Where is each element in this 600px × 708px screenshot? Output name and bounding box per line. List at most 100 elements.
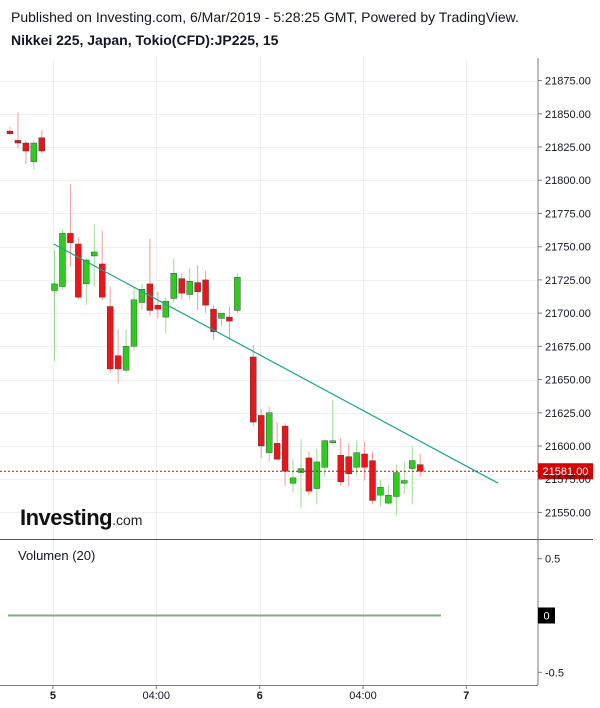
price-tick-label: 21800.00	[545, 175, 591, 187]
volume-tick-label: -0.5	[545, 667, 564, 679]
candle-down	[369, 451, 376, 505]
candle-up	[409, 445, 416, 505]
candle-down	[75, 237, 82, 299]
candle-down	[337, 438, 344, 486]
candle-body	[99, 263, 106, 298]
logo-brand: Investing	[20, 505, 113, 530]
candle-down	[99, 230, 106, 300]
candle-body	[385, 494, 392, 504]
price-tick-label: 21650.00	[545, 375, 591, 387]
candle-body	[91, 251, 98, 257]
candle-body	[122, 346, 130, 371]
candle-up	[30, 140, 38, 170]
candle-up	[51, 249, 58, 361]
candle-body	[361, 453, 368, 468]
candle-body	[210, 308, 217, 332]
candle-up	[91, 224, 98, 287]
candle-body	[258, 415, 265, 447]
candle-down	[22, 140, 30, 165]
candle-up	[329, 399, 336, 445]
volume-pane: 0.5 -0.5 0	[8, 554, 564, 679]
price-tick-label: 21825.00	[545, 142, 591, 154]
candle-body	[130, 299, 138, 347]
candle-down	[210, 305, 217, 340]
candle-up	[289, 459, 297, 493]
candle-up	[59, 229, 66, 290]
candle-up	[297, 439, 305, 509]
candle-body	[297, 468, 305, 473]
candle-up	[393, 464, 400, 516]
candle-up	[138, 283, 146, 310]
candle-body	[162, 300, 170, 318]
candle-down	[202, 270, 209, 314]
candle-body	[409, 460, 416, 469]
price-tick-label: 21850.00	[545, 109, 591, 121]
trendline	[53, 243, 499, 484]
volume-value-badge	[538, 607, 555, 624]
candle-body	[178, 278, 185, 294]
candle-down	[258, 408, 265, 458]
candle-body	[51, 283, 58, 291]
candle-body	[138, 288, 146, 303]
candle-down	[281, 423, 289, 486]
candle-body	[289, 477, 297, 484]
candle-up	[353, 440, 360, 476]
time-tick-label: 7	[463, 690, 469, 702]
candle-body	[329, 440, 336, 443]
candle-up	[265, 406, 273, 462]
candle-down	[417, 453, 424, 477]
candle-down	[226, 306, 233, 340]
published-caption: Published on Investing.com, 6/Mar/2019 -…	[11, 9, 519, 25]
candle-down	[345, 443, 352, 486]
candle-body	[186, 281, 193, 295]
candle-body	[114, 355, 122, 370]
time-tick-label: 6	[257, 690, 263, 702]
time-tick-label: 04:00	[349, 690, 377, 702]
candle-body	[106, 306, 114, 370]
candles	[6, 112, 424, 516]
candle-down	[305, 451, 313, 496]
candle-body	[170, 273, 177, 299]
price-tick-label: 21725.00	[545, 275, 591, 287]
candle-body	[218, 312, 225, 319]
candle-up	[401, 461, 408, 494]
candle-body	[30, 142, 38, 162]
price-tick-label: 21575.00	[545, 474, 591, 486]
candle-body	[377, 486, 384, 496]
time-tick-label: 5	[50, 690, 56, 702]
candle-down	[361, 442, 368, 481]
candle-body	[345, 456, 352, 475]
candle-up	[377, 480, 384, 506]
candle-body	[353, 452, 360, 468]
price-tick-label: 21700.00	[545, 308, 591, 320]
price-tick-label: 21775.00	[545, 208, 591, 220]
time-tick-label: 04:00	[143, 690, 171, 702]
candle-up	[130, 286, 138, 351]
candle-body	[281, 425, 289, 472]
candle-body	[226, 316, 233, 322]
candle-body	[321, 440, 329, 468]
candle-body	[337, 455, 344, 483]
candle-body	[38, 137, 45, 152]
time-axis: 5 04:00 6 04:00 7	[50, 685, 469, 702]
candle-body	[313, 461, 321, 489]
price-tick-label: 21600.00	[545, 441, 591, 453]
candle-body	[59, 233, 66, 287]
candle-down	[106, 286, 114, 373]
candle-body	[14, 140, 22, 144]
candle-up	[122, 329, 130, 373]
price-tick-label: 21750.00	[545, 242, 591, 254]
price-tick-label: 21675.00	[545, 341, 591, 353]
candle-up	[234, 273, 241, 314]
logo-suffix: .com	[112, 512, 143, 528]
candle-up	[321, 439, 329, 477]
candle-down	[6, 127, 14, 136]
last-price-group: 21581.00	[0, 463, 593, 480]
trendline-group	[53, 243, 499, 484]
candle-body	[273, 443, 281, 460]
candle-body	[250, 356, 257, 423]
candle-body	[369, 460, 376, 501]
instrument-title: Nikkei 225, Japan, Tokio(CFD):JP225, 15	[11, 32, 279, 48]
last-price-label: 21581.00	[543, 466, 589, 478]
